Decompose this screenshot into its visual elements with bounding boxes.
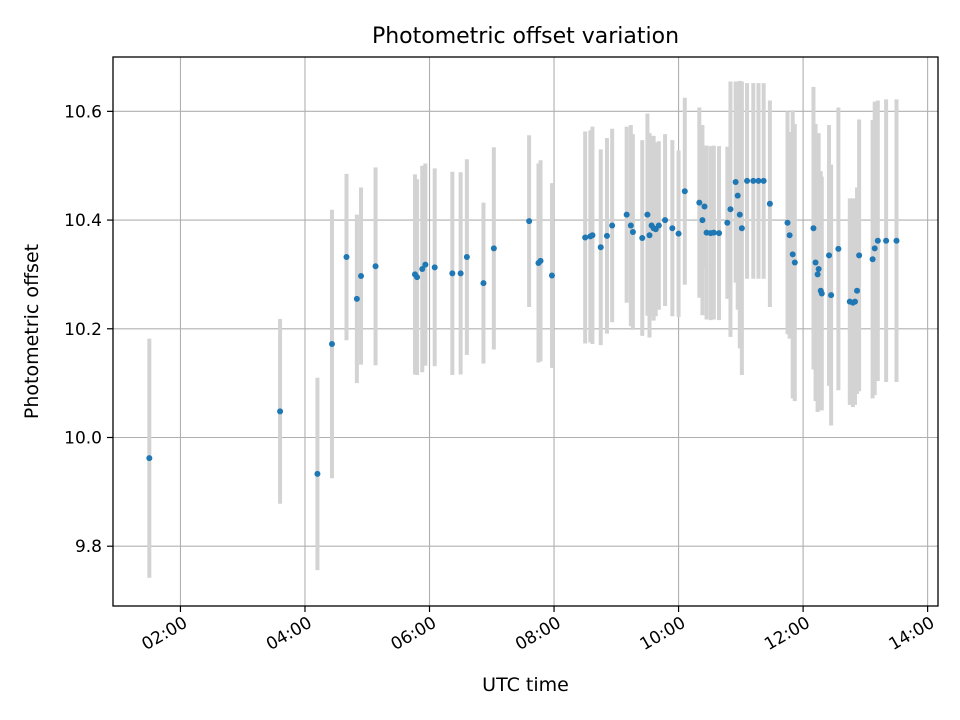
data-point bbox=[815, 265, 822, 272]
data-point bbox=[716, 230, 723, 237]
data-point bbox=[851, 298, 858, 305]
data-point bbox=[490, 245, 497, 252]
data-point bbox=[732, 179, 739, 186]
data-point bbox=[655, 222, 662, 229]
data-point bbox=[457, 270, 464, 277]
data-point bbox=[766, 200, 773, 207]
data-point bbox=[734, 192, 741, 199]
data-point bbox=[786, 232, 793, 239]
x-tick-label: 02:00 bbox=[139, 613, 191, 655]
data-point bbox=[826, 252, 833, 259]
data-point bbox=[681, 188, 688, 195]
data-point bbox=[627, 222, 634, 229]
data-point bbox=[828, 292, 835, 299]
data-point bbox=[526, 218, 533, 225]
y-tick-label: 9.8 bbox=[75, 537, 102, 557]
data-point bbox=[835, 245, 842, 252]
plot-frame bbox=[112, 56, 939, 607]
data-point bbox=[810, 225, 817, 232]
data-point bbox=[871, 245, 878, 252]
data-point bbox=[812, 259, 819, 266]
data-point bbox=[755, 177, 762, 184]
data-point bbox=[328, 341, 335, 348]
data-point bbox=[146, 455, 153, 462]
data-point bbox=[744, 177, 751, 184]
data-point bbox=[727, 206, 734, 213]
y-tick-label: 10.4 bbox=[64, 211, 102, 231]
data-point bbox=[856, 252, 863, 259]
data-point bbox=[419, 265, 426, 272]
y-axis-ticks: 9.8 10.0 10.2 10.4 10.6 bbox=[64, 102, 113, 557]
data-point bbox=[372, 263, 379, 270]
data-point bbox=[609, 222, 616, 229]
data-point bbox=[639, 235, 646, 242]
x-tick-label: 08:00 bbox=[512, 613, 564, 655]
data-point bbox=[480, 280, 487, 287]
data-point bbox=[277, 408, 284, 415]
data-points bbox=[146, 177, 900, 477]
data-point bbox=[414, 274, 421, 281]
y-axis-label: Photometric offset bbox=[21, 244, 43, 419]
data-point bbox=[701, 203, 708, 210]
data-point bbox=[869, 256, 876, 263]
data-point bbox=[760, 177, 767, 184]
data-point bbox=[358, 273, 365, 280]
y-tick-label: 10.2 bbox=[64, 320, 102, 340]
data-point bbox=[854, 287, 861, 294]
data-point bbox=[603, 232, 610, 239]
x-tick-label: 14:00 bbox=[886, 613, 938, 655]
data-point bbox=[537, 257, 544, 264]
data-point bbox=[696, 199, 703, 206]
data-point bbox=[791, 259, 798, 266]
data-point bbox=[750, 177, 757, 184]
data-point bbox=[789, 251, 796, 258]
data-point bbox=[893, 237, 900, 244]
data-point bbox=[818, 290, 825, 297]
data-point bbox=[343, 254, 350, 261]
grid bbox=[113, 57, 938, 606]
data-point bbox=[883, 237, 890, 244]
data-point bbox=[699, 217, 706, 224]
data-point bbox=[422, 261, 429, 268]
x-axis-ticks: 02:00 04:00 06:00 08:00 10:00 12:00 14:00 bbox=[139, 606, 938, 655]
data-point bbox=[814, 271, 821, 278]
data-point bbox=[646, 232, 653, 239]
data-point bbox=[662, 217, 669, 224]
data-point bbox=[463, 254, 470, 261]
data-point bbox=[784, 219, 791, 226]
data-point bbox=[710, 229, 717, 236]
x-tick-label: 06:00 bbox=[388, 613, 440, 655]
data-point bbox=[431, 264, 438, 271]
data-point bbox=[353, 295, 360, 302]
data-point bbox=[738, 225, 745, 232]
data-point bbox=[449, 270, 456, 277]
x-tick-label: 12:00 bbox=[761, 613, 813, 655]
chart-title: Photometric offset variation bbox=[372, 24, 679, 49]
data-point bbox=[597, 244, 604, 251]
y-tick-label: 10.0 bbox=[64, 428, 102, 448]
data-point bbox=[589, 232, 596, 239]
data-point bbox=[675, 230, 682, 237]
data-point bbox=[724, 219, 731, 226]
data-point bbox=[736, 211, 743, 218]
data-point bbox=[582, 234, 589, 241]
data-point bbox=[314, 470, 321, 477]
data-point bbox=[548, 272, 555, 279]
data-point bbox=[623, 211, 630, 218]
x-axis-label: UTC time bbox=[482, 674, 569, 696]
data-point bbox=[629, 229, 636, 236]
x-tick-label: 10:00 bbox=[637, 613, 689, 655]
x-tick-label: 04:00 bbox=[263, 613, 315, 655]
data-point bbox=[669, 225, 676, 232]
y-tick-label: 10.6 bbox=[64, 102, 102, 122]
data-point bbox=[874, 237, 881, 244]
data-point bbox=[644, 211, 651, 218]
